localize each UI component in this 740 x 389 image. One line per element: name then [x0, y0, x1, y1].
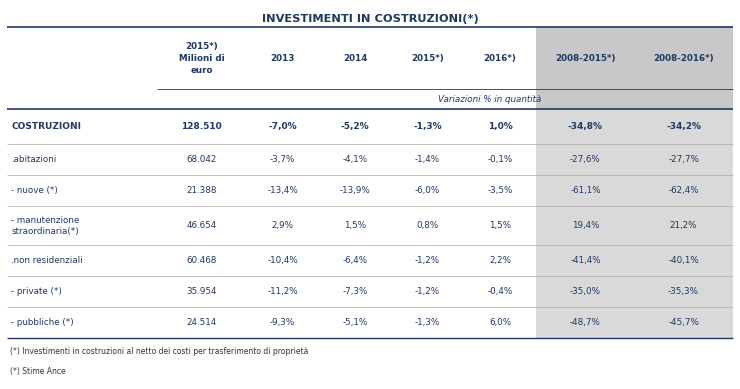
- Text: -1,3%: -1,3%: [413, 122, 442, 131]
- Text: -0,1%: -0,1%: [488, 155, 513, 164]
- Text: -13,4%: -13,4%: [267, 186, 298, 195]
- Text: Variazioni % in quantità: Variazioni % in quantità: [438, 95, 541, 104]
- Text: 21,2%: 21,2%: [670, 221, 697, 230]
- Bar: [536, 206, 733, 245]
- Text: - nuove (*): - nuove (*): [11, 186, 58, 195]
- Text: - pubbliche (*): - pubbliche (*): [11, 318, 74, 328]
- Text: 1,0%: 1,0%: [488, 122, 513, 131]
- Bar: [536, 109, 733, 144]
- Text: 2,9%: 2,9%: [272, 221, 294, 230]
- Bar: [536, 276, 733, 307]
- Text: COSTRUZIONI: COSTRUZIONI: [11, 122, 81, 131]
- Text: - manutenzione
straordinaria(*): - manutenzione straordinaria(*): [11, 216, 79, 236]
- Text: -1,3%: -1,3%: [415, 318, 440, 328]
- Bar: [536, 109, 733, 191]
- Text: -62,4%: -62,4%: [668, 186, 699, 195]
- Text: -3,5%: -3,5%: [488, 186, 513, 195]
- Text: 21.388: 21.388: [186, 186, 217, 195]
- Text: 2008-2015*): 2008-2015*): [555, 54, 616, 63]
- Text: 2008-2016*): 2008-2016*): [653, 54, 714, 63]
- Text: 2,2%: 2,2%: [489, 256, 511, 265]
- Text: -10,4%: -10,4%: [267, 256, 298, 265]
- Text: -5,1%: -5,1%: [343, 318, 368, 328]
- Bar: [536, 307, 733, 338]
- Text: .non residenziali: .non residenziali: [11, 256, 83, 265]
- Bar: [536, 144, 733, 175]
- Text: (*) Investimenti in costruzioni al netto dei costi per trasferimento di propriet: (*) Investimenti in costruzioni al netto…: [10, 347, 308, 356]
- Text: -1,4%: -1,4%: [415, 155, 440, 164]
- Text: 2015*): 2015*): [411, 54, 444, 63]
- Text: -6,0%: -6,0%: [415, 186, 440, 195]
- Text: 2014: 2014: [343, 54, 367, 63]
- Text: -61,1%: -61,1%: [570, 186, 601, 195]
- Text: -35,0%: -35,0%: [570, 287, 601, 296]
- Text: 60.468: 60.468: [186, 256, 217, 265]
- Text: -1,2%: -1,2%: [415, 287, 440, 296]
- Text: -45,7%: -45,7%: [668, 318, 699, 328]
- Text: -7,3%: -7,3%: [343, 287, 368, 296]
- Text: -9,3%: -9,3%: [270, 318, 295, 328]
- Text: .abitazioni: .abitazioni: [11, 155, 56, 164]
- Text: 1,5%: 1,5%: [489, 221, 511, 230]
- Text: -27,6%: -27,6%: [570, 155, 601, 164]
- Text: -41,4%: -41,4%: [570, 256, 601, 265]
- Text: -5,2%: -5,2%: [340, 122, 369, 131]
- Bar: [536, 175, 733, 206]
- Text: 0,8%: 0,8%: [417, 221, 439, 230]
- Text: 2015*)
Milioni di
euro: 2015*) Milioni di euro: [178, 42, 224, 75]
- Text: -34,8%: -34,8%: [568, 122, 603, 131]
- Text: -3,7%: -3,7%: [270, 155, 295, 164]
- Text: - private (*): - private (*): [11, 287, 62, 296]
- Text: INVESTIMENTI IN COSTRUZIONI(*): INVESTIMENTI IN COSTRUZIONI(*): [262, 14, 478, 24]
- Bar: [536, 27, 733, 109]
- Bar: [536, 245, 733, 276]
- Text: 24.514: 24.514: [186, 318, 217, 328]
- Text: -13,9%: -13,9%: [340, 186, 371, 195]
- Text: -40,1%: -40,1%: [668, 256, 699, 265]
- Text: 35.954: 35.954: [186, 287, 217, 296]
- Text: 2016*): 2016*): [484, 54, 517, 63]
- Text: -4,1%: -4,1%: [343, 155, 368, 164]
- Text: -1,2%: -1,2%: [415, 256, 440, 265]
- Text: -7,0%: -7,0%: [268, 122, 297, 131]
- Text: -34,2%: -34,2%: [666, 122, 701, 131]
- Text: -0,4%: -0,4%: [488, 287, 513, 296]
- Text: -27,7%: -27,7%: [668, 155, 699, 164]
- Text: 68.042: 68.042: [186, 155, 217, 164]
- Text: 2013: 2013: [270, 54, 295, 63]
- Text: 46.654: 46.654: [186, 221, 217, 230]
- Text: 6,0%: 6,0%: [489, 318, 511, 328]
- Text: -11,2%: -11,2%: [267, 287, 298, 296]
- Text: -6,4%: -6,4%: [343, 256, 368, 265]
- Text: 128.510: 128.510: [181, 122, 222, 131]
- Text: (*) Stime Ance: (*) Stime Ance: [10, 367, 65, 376]
- Text: -35,3%: -35,3%: [668, 287, 699, 296]
- Text: 19,4%: 19,4%: [572, 221, 599, 230]
- Text: 1,5%: 1,5%: [344, 221, 366, 230]
- Text: -48,7%: -48,7%: [570, 318, 601, 328]
